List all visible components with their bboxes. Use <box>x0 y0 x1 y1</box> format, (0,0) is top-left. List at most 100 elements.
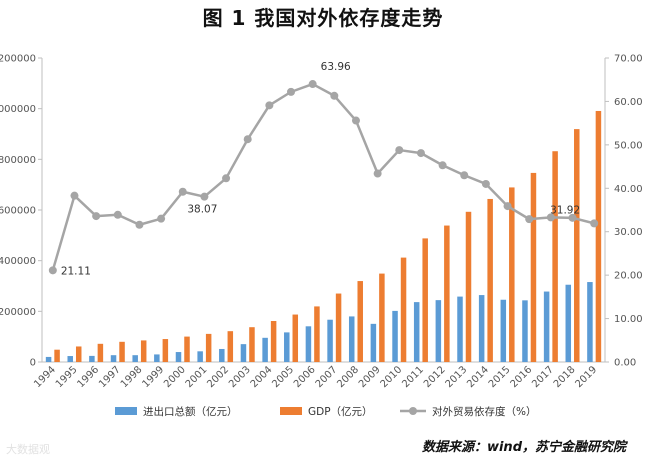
trade-total-bar <box>240 344 247 362</box>
trade-total-bar <box>67 356 73 362</box>
source-note: 数据来源：wind，苏宁金融研究院 <box>421 440 626 455</box>
x-tick-label: 1996 <box>75 364 101 390</box>
dependency-point <box>135 220 144 229</box>
trade-total-bar <box>543 291 550 362</box>
x-tick-label: 2006 <box>292 364 318 390</box>
trade-total-bar <box>154 354 160 362</box>
dependency-point <box>113 210 122 219</box>
trade-total-bar <box>284 332 290 362</box>
gdp-bar <box>465 211 472 362</box>
y-right-tick-label: 50.00 <box>614 140 643 151</box>
x-tick-label: 2002 <box>205 364 231 390</box>
legend-swatch <box>115 407 137 415</box>
trade-total-bar <box>435 300 442 362</box>
x-tick-label: 2014 <box>465 364 491 390</box>
dependency-point <box>308 80 317 89</box>
gdp-bar <box>227 331 234 362</box>
y-left-tick-label: 200000 <box>0 307 36 318</box>
x-tick-label: 2007 <box>314 364 340 390</box>
trade-total-bar <box>89 355 95 362</box>
x-tick-label: 2004 <box>249 364 275 390</box>
dependency-point <box>481 179 490 188</box>
trade-total-bar <box>197 351 203 362</box>
gdp-bar <box>335 293 342 362</box>
dependency-point <box>525 215 534 224</box>
watermark: 大数据观 <box>6 443 50 456</box>
y-right-tick-label: 60.00 <box>614 97 643 108</box>
dependency-point <box>222 174 231 183</box>
x-tick-label: 2015 <box>487 364 513 390</box>
trade-total-bar <box>413 302 420 362</box>
x-tick-label: 1998 <box>119 364 145 390</box>
y-right-tick-label: 0.00 <box>614 358 636 369</box>
dependency-point <box>48 266 57 275</box>
dependency-point <box>70 191 79 200</box>
gdp-bar <box>552 151 558 362</box>
gdp-bar <box>292 314 299 362</box>
gdp-bar <box>574 129 580 362</box>
dependency-point <box>200 192 209 201</box>
gdp-bar <box>184 336 190 362</box>
gdp-bar <box>487 198 493 362</box>
trade-total-bar <box>175 352 182 362</box>
gdp-bar <box>379 273 385 362</box>
y-left-tick-label: 0 <box>30 358 36 369</box>
trade-total-bar <box>522 300 528 362</box>
x-tick-label: 2010 <box>379 364 405 390</box>
dependency-point <box>460 171 469 180</box>
legend-label: 对外贸易依存度（%） <box>432 405 536 418</box>
trade-total-bar <box>587 282 593 362</box>
gdp-bar <box>595 110 602 362</box>
x-tick-label: 2018 <box>552 364 578 390</box>
y-right-tick-label: 70.00 <box>614 54 643 65</box>
gdp-bar <box>509 187 515 362</box>
dependency-point <box>351 116 360 125</box>
x-tick-label: 2012 <box>422 364 448 390</box>
trade-total-bar <box>305 326 312 362</box>
trade-total-bar <box>565 284 572 362</box>
gdp-bar <box>162 339 169 362</box>
x-tick-label: 2019 <box>574 364 600 390</box>
trade-total-bar <box>370 323 377 362</box>
x-tick-label: 1994 <box>32 364 58 390</box>
trade-total-bar <box>110 355 117 362</box>
trade-total-bar <box>500 299 507 362</box>
y-right-tick-label: 10.00 <box>614 314 643 325</box>
x-tick-label: 1995 <box>54 364 80 390</box>
trade-total-bar <box>478 295 485 362</box>
gdp-bar <box>97 343 104 362</box>
legend-marker <box>409 407 417 415</box>
y-left-tick-label: 600000 <box>0 206 36 217</box>
gdp-bar <box>140 340 147 362</box>
trade-total-bar <box>262 337 268 362</box>
chart-title: 图 1 我国对外依存度走势 <box>202 6 444 30</box>
trade-total-bar <box>219 348 225 362</box>
gdp-bar <box>119 341 125 362</box>
y-left-tick-label: 1000000 <box>0 104 36 115</box>
x-tick-label: 2013 <box>444 364 470 390</box>
y-right-tick-label: 40.00 <box>614 184 643 195</box>
y-left-tick-label: 1200000 <box>0 54 36 65</box>
dependency-point <box>546 213 555 222</box>
x-tick-label: 2008 <box>335 364 361 390</box>
x-tick-label: 2011 <box>400 364 426 390</box>
dependency-point <box>438 161 447 170</box>
y-right-tick-label: 20.00 <box>614 271 643 282</box>
dependency-point <box>590 219 599 228</box>
dependency-point <box>157 214 166 223</box>
gdp-bar <box>357 281 363 362</box>
data-label: 31.92 <box>550 204 580 216</box>
legend-label: GDP（亿元） <box>308 405 373 418</box>
gdp-bar <box>205 333 212 362</box>
dependency-point <box>568 213 577 222</box>
trade-total-bar <box>348 316 355 362</box>
y-left-tick-label: 400000 <box>0 256 36 267</box>
dependency-point <box>330 91 339 100</box>
x-tick-label: 2016 <box>509 364 535 390</box>
dependency-point <box>416 149 425 158</box>
legend-label: 进出口总额（亿元） <box>143 405 238 418</box>
gdp-bar <box>54 349 60 362</box>
dependency-point <box>265 101 274 110</box>
gdp-bar <box>400 257 407 362</box>
